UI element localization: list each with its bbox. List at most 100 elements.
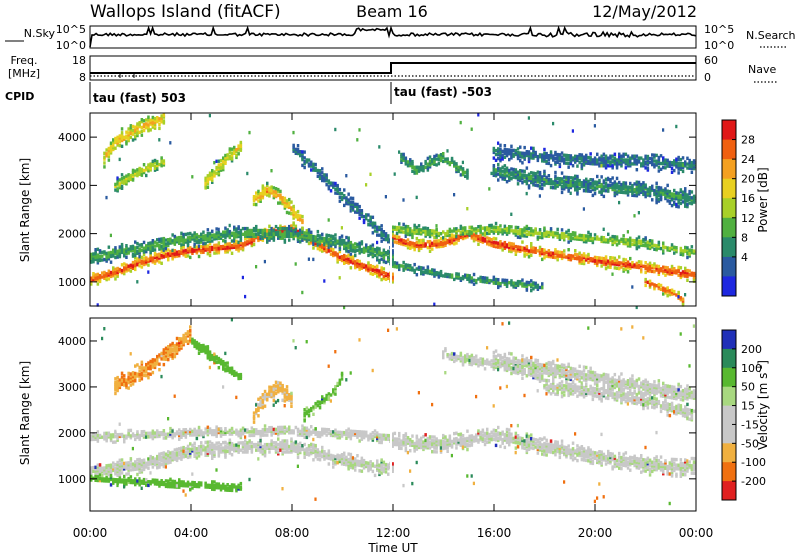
heatmap-cell <box>576 178 579 183</box>
heatmap-cell <box>681 301 685 305</box>
heatmap-cell <box>153 362 157 366</box>
heatmap-cell <box>662 160 665 164</box>
heatmap-cell <box>134 173 137 177</box>
heatmap-cell <box>534 154 537 159</box>
heatmap-cell <box>582 256 586 260</box>
heatmap-cell <box>655 284 658 288</box>
heatmap-cell <box>558 164 562 169</box>
heatmap-cell <box>574 182 577 186</box>
heatmap-cell <box>604 166 608 170</box>
heatmap-cell <box>629 160 632 164</box>
heatmap-cell <box>560 228 564 232</box>
heatmap-cell <box>327 187 331 191</box>
heatmap-cell <box>426 232 430 237</box>
heatmap-cell <box>151 465 155 469</box>
heatmap-cell <box>624 264 628 268</box>
heatmap-cell <box>497 231 500 236</box>
heatmap-cell <box>347 249 350 254</box>
heatmap-cell <box>692 277 696 281</box>
heatmap-cell <box>604 240 608 244</box>
heatmap-cell <box>318 172 322 177</box>
heatmap-cell <box>325 179 328 183</box>
heatmap-cell <box>345 235 348 240</box>
heatmap-cell <box>160 451 163 456</box>
heatmap-cell <box>222 234 225 238</box>
heatmap-cell <box>149 480 152 484</box>
heatmap-cell <box>591 182 595 186</box>
heatmap-cell <box>316 243 320 247</box>
heatmap-cell <box>657 191 661 196</box>
heatmap-cell <box>360 264 364 268</box>
heatmap-cell <box>120 478 124 482</box>
heatmap-cell <box>303 237 306 241</box>
heatmap-cell <box>365 245 368 249</box>
heatmap-cell <box>615 182 619 186</box>
heatmap-cell <box>519 249 522 253</box>
heatmap-cell <box>354 246 357 250</box>
heatmap-cell <box>200 234 203 238</box>
heatmap-cell <box>384 251 388 255</box>
heatmap-cell <box>378 145 381 149</box>
heatmap-cell <box>136 374 139 378</box>
heatmap-cell <box>420 164 423 168</box>
heatmap-cell <box>413 247 416 252</box>
heatmap-cell <box>521 284 524 288</box>
heatmap-cell <box>129 464 133 468</box>
heatmap-cell <box>492 148 496 153</box>
heatmap-cell <box>334 244 337 249</box>
heatmap-cell <box>96 476 100 481</box>
heatmap-cell <box>404 228 408 233</box>
heatmap-cell <box>655 189 658 193</box>
heatmap-cell <box>164 346 168 350</box>
heatmap-cell <box>98 254 102 259</box>
heatmap-cell <box>521 161 524 165</box>
heatmap-cell <box>653 153 656 157</box>
heatmap-cell <box>301 150 304 154</box>
heatmap-cell <box>611 242 614 247</box>
heatmap-cell <box>217 251 221 255</box>
heatmap-cell <box>378 271 381 275</box>
heatmap-cell <box>114 267 117 271</box>
heatmap-cell <box>470 231 474 235</box>
heatmap-cell <box>420 168 423 172</box>
heatmap-cell <box>457 234 460 238</box>
heatmap-cell <box>358 247 361 251</box>
heatmap-cell <box>173 455 177 459</box>
heatmap-cell <box>288 201 291 206</box>
heatmap-cell <box>613 235 617 239</box>
heatmap-cell <box>523 248 526 252</box>
heatmap-cell <box>492 277 496 281</box>
heatmap-cell <box>692 251 696 255</box>
heatmap-cell <box>114 140 117 145</box>
heatmap-cell <box>173 453 177 458</box>
heatmap-cell <box>565 179 568 183</box>
heatmap-cell <box>118 385 122 390</box>
heatmap-cell <box>96 276 100 280</box>
heatmap-cell <box>435 163 438 167</box>
heatmap-cell <box>387 276 390 280</box>
heatmap-cell <box>635 186 639 190</box>
heatmap-cell <box>149 471 152 475</box>
heatmap-cell <box>516 153 520 157</box>
heatmap-cell <box>156 433 159 437</box>
heatmap-cell <box>571 233 575 237</box>
heatmap-cell <box>560 235 564 240</box>
heatmap-cell <box>365 247 368 251</box>
heatmap-cell <box>307 257 310 261</box>
heatmap-cell <box>431 270 434 274</box>
heatmap-cell <box>670 290 674 294</box>
heatmap-cell <box>472 227 476 231</box>
heatmap-cell <box>156 238 159 242</box>
heatmap-cell <box>98 463 102 467</box>
heatmap-cell <box>162 161 166 165</box>
heatmap-cell <box>673 168 676 173</box>
heatmap-cell <box>127 251 130 255</box>
heatmap-cell <box>426 267 430 271</box>
heatmap-cell <box>571 236 575 241</box>
heatmap-cell <box>624 187 628 191</box>
heatmap-cell <box>481 240 485 244</box>
heatmap-cell <box>112 270 115 274</box>
heatmap-cell <box>182 449 185 453</box>
heatmap-cell <box>576 156 579 161</box>
heatmap-cell <box>409 227 412 231</box>
